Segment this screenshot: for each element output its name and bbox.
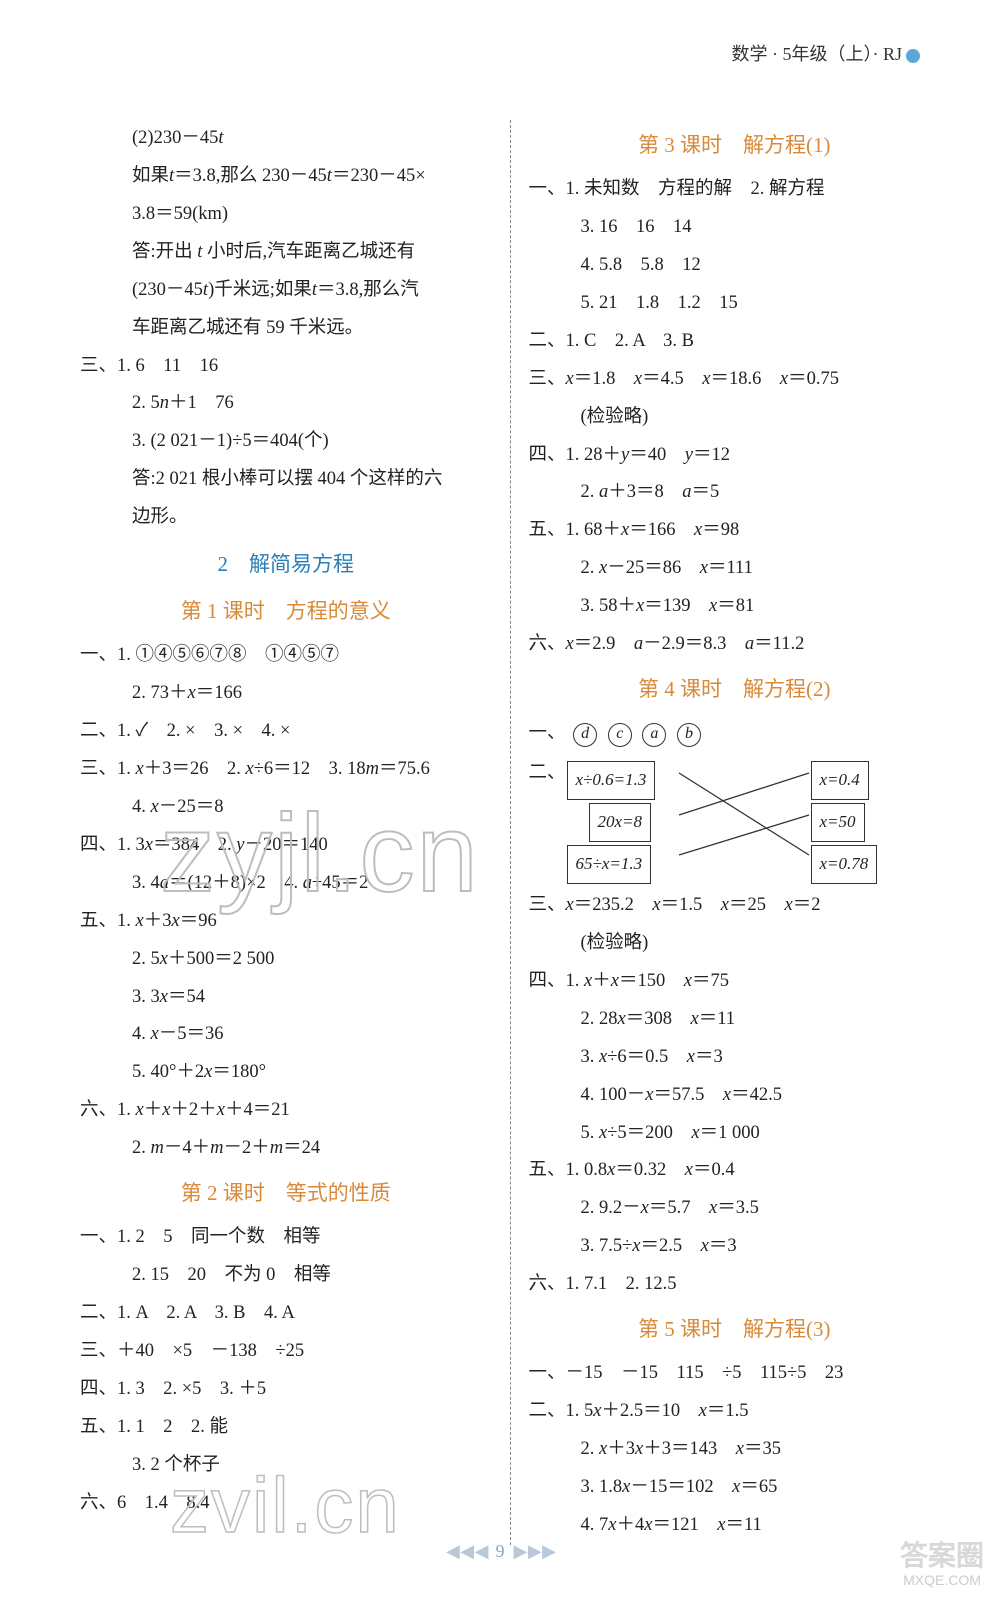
page-number: 9 — [496, 1541, 505, 1561]
text-line: 二、1. 5x＋2.5＝10 x＝1.5 — [529, 1393, 941, 1431]
text-line: 4. x－25＝8 — [80, 789, 492, 827]
page-header: 数学 · 5年级（上）· RJ — [732, 40, 921, 66]
text-line: 5. x÷5＝200 x＝1 000 — [529, 1115, 941, 1153]
lesson-title: 第 5 课时 解方程(3) — [529, 1308, 941, 1351]
text-line: 一、 d c a b — [529, 715, 941, 753]
text-line: (230－45t)千米远;如果t＝3.8,那么汽 — [80, 272, 492, 310]
match-box: x=0.4 — [811, 761, 869, 800]
text-line: 二、1. C 2. A 3. B — [529, 323, 941, 361]
page-footer: ◀ ◀ ◀ 9 ▶ ▶ ▶ — [0, 1541, 1000, 1562]
text-line: 六、1. x＋x＋2＋x＋4＝21 — [80, 1092, 492, 1130]
text-line: 一、1. 2 5 同一个数 相等 — [80, 1219, 492, 1257]
circled-letter: d — [573, 723, 597, 747]
corner-logo: 答案圈 MXQE.COM — [900, 1540, 984, 1588]
text-line: 4. 5.8 5.8 12 — [529, 247, 941, 285]
text-line: 2. 9.2－x＝5.7 x＝3.5 — [529, 1190, 941, 1228]
text-line: 三、＋40 ×5 －138 ÷25 — [80, 1333, 492, 1371]
text-line: 二、 x÷0.6=1.3 20x=8 65÷x=1.3 x=0.4 x=50 x… — [529, 755, 941, 885]
text-line: 三、x＝235.2 x＝1.5 x＝25 x＝2 — [529, 887, 941, 925]
match-box: 65÷x=1.3 — [567, 845, 652, 884]
text-line: 3. 3x＝54 — [80, 979, 492, 1017]
text-line: 2. 28x＝308 x＝11 — [529, 1001, 941, 1039]
text-line: 四、1. x＋x＝150 x＝75 — [529, 963, 941, 1001]
text-line: 2. 5n＋1 76 — [80, 385, 492, 423]
text-line: 一、1. ①④⑤⑥⑦⑧ ①④⑤⑦ — [80, 637, 492, 675]
text-line: 3. 58＋x＝139 x＝81 — [529, 588, 941, 626]
text-line: 五、1. 0.8x＝0.32 x＝0.4 — [529, 1152, 941, 1190]
circled-letter: a — [642, 723, 666, 747]
text-line: 五、1. x＋3x＝96 — [80, 903, 492, 941]
text-line: 三、x＝1.8 x＝4.5 x＝18.6 x＝0.75 — [529, 361, 941, 399]
match-box: x÷0.6=1.3 — [567, 761, 656, 800]
text-line: 车距离乙城还有 59 千米远。 — [80, 310, 492, 348]
text-line: 3. 7.5÷x＝2.5 x＝3 — [529, 1228, 941, 1266]
left-column: (2)230－45t 如果t＝3.8,那么 230－45t＝230－45× 3.… — [80, 120, 511, 1545]
right-column: 第 3 课时 解方程(1) 一、1. 未知数 方程的解 2. 解方程 3. 16… — [511, 120, 941, 1545]
text-line: 四、1. 3 2. ×5 3. ＋5 — [80, 1371, 492, 1409]
text-line: 三、1. x＋3＝26 2. x÷6＝12 3. 18m＝75.6 — [80, 751, 492, 789]
text-line: 4. 7x＋4x＝121 x＝11 — [529, 1507, 941, 1545]
text-line: 三、1. 6 11 16 — [80, 348, 492, 386]
triangle-right-icon: ▶ ▶ ▶ — [514, 1541, 555, 1561]
text-line: 3. 1.8x－15＝102 x＝65 — [529, 1469, 941, 1507]
text-line: 一、－15 －15 115 ÷5 115÷5 23 — [529, 1355, 941, 1393]
text-line: (检验略) — [529, 925, 941, 963]
match-box: 20x=8 — [589, 803, 652, 842]
text-line: 如果t＝3.8,那么 230－45t＝230－45× — [80, 158, 492, 196]
lesson-title: 第 3 课时 解方程(1) — [529, 124, 941, 167]
text-line: 2. x＋3x＋3＝143 x＝35 — [529, 1431, 941, 1469]
text-line: 四、1. 28＋y＝40 y＝12 — [529, 437, 941, 475]
text-line: 3. 2 个杯子 — [80, 1447, 492, 1485]
section-main-title: 2 解简易方程 — [80, 543, 492, 586]
text-line: 五、1. 1 2 2. 能 — [80, 1409, 492, 1447]
text-line: 答:开出 t 小时后,汽车距离乙城还有 — [80, 234, 492, 272]
text-line: 二、1. ✓ 2. × 3. × 4. × — [80, 713, 492, 751]
text-line: 四、1. 3x＝384 2. y－20＝140 — [80, 827, 492, 865]
triangle-left-icon: ◀ ◀ ◀ — [446, 1541, 487, 1561]
text-line: 5. 21 1.8 1.2 15 — [529, 285, 941, 323]
text-line: 4. 100－x＝57.5 x＝42.5 — [529, 1077, 941, 1115]
text-line: 一、1. 未知数 方程的解 2. 解方程 — [529, 171, 941, 209]
corner-logo-title: 答案圈 — [900, 1540, 984, 1572]
text-line: 六、6 1.4 8.4 — [80, 1485, 492, 1523]
lesson-title: 第 1 课时 方程的意义 — [80, 590, 492, 633]
text-line: 4. x－5＝36 — [80, 1016, 492, 1054]
text-line: 六、1. 7.1 2. 12.5 — [529, 1266, 941, 1304]
lesson-title: 第 2 课时 等式的性质 — [80, 1172, 492, 1215]
header-dot-icon — [906, 49, 920, 63]
text-line: 3.8＝59(km) — [80, 196, 492, 234]
text-line: (2)230－45t — [80, 120, 492, 158]
matching-diagram: x÷0.6=1.3 20x=8 65÷x=1.3 x=0.4 x=50 x=0.… — [559, 755, 941, 885]
text-line: 3. x÷6＝0.5 x＝3 — [529, 1039, 941, 1077]
circled-letter: b — [677, 723, 701, 747]
text-line: 边形。 — [80, 499, 492, 537]
match-box: x=50 — [811, 803, 865, 842]
text-line: 2. 15 20 不为 0 相等 — [80, 1257, 492, 1295]
text-line: 3. 16 16 14 — [529, 209, 941, 247]
header-text: 数学 · 5年级（上）· RJ — [732, 44, 903, 64]
text-line: 2. m－4＋m－2＋m＝24 — [80, 1130, 492, 1168]
text-line: 3. 4a＝(12＋8)×2 4. a÷45＝2 — [80, 865, 492, 903]
text-line: 2. 73＋x＝166 — [80, 675, 492, 713]
circled-letter: c — [608, 723, 632, 747]
text-line: 答:2 021 根小棒可以摆 404 个这样的六 — [80, 461, 492, 499]
match-box: x=0.78 — [811, 845, 878, 884]
text-line: 五、1. 68＋x＝166 x＝98 — [529, 512, 941, 550]
text-line: 3. (2 021－1)÷5＝404(个) — [80, 423, 492, 461]
text-line: 5. 40°＋2x＝180° — [80, 1054, 492, 1092]
text-line: 2. a＋3＝8 a＝5 — [529, 474, 941, 512]
text-line: 2. x－25＝86 x＝111 — [529, 550, 941, 588]
text-line: (检验略) — [529, 399, 941, 437]
text-line: 二、1. A 2. A 3. B 4. A — [80, 1295, 492, 1333]
corner-logo-url: MXQE.COM — [900, 1572, 984, 1588]
text-line: 六、x＝2.9 a－2.9＝8.3 a＝11.2 — [529, 626, 941, 664]
text-line: 2. 5x＋500＝2 500 — [80, 941, 492, 979]
lesson-title: 第 4 课时 解方程(2) — [529, 668, 941, 711]
